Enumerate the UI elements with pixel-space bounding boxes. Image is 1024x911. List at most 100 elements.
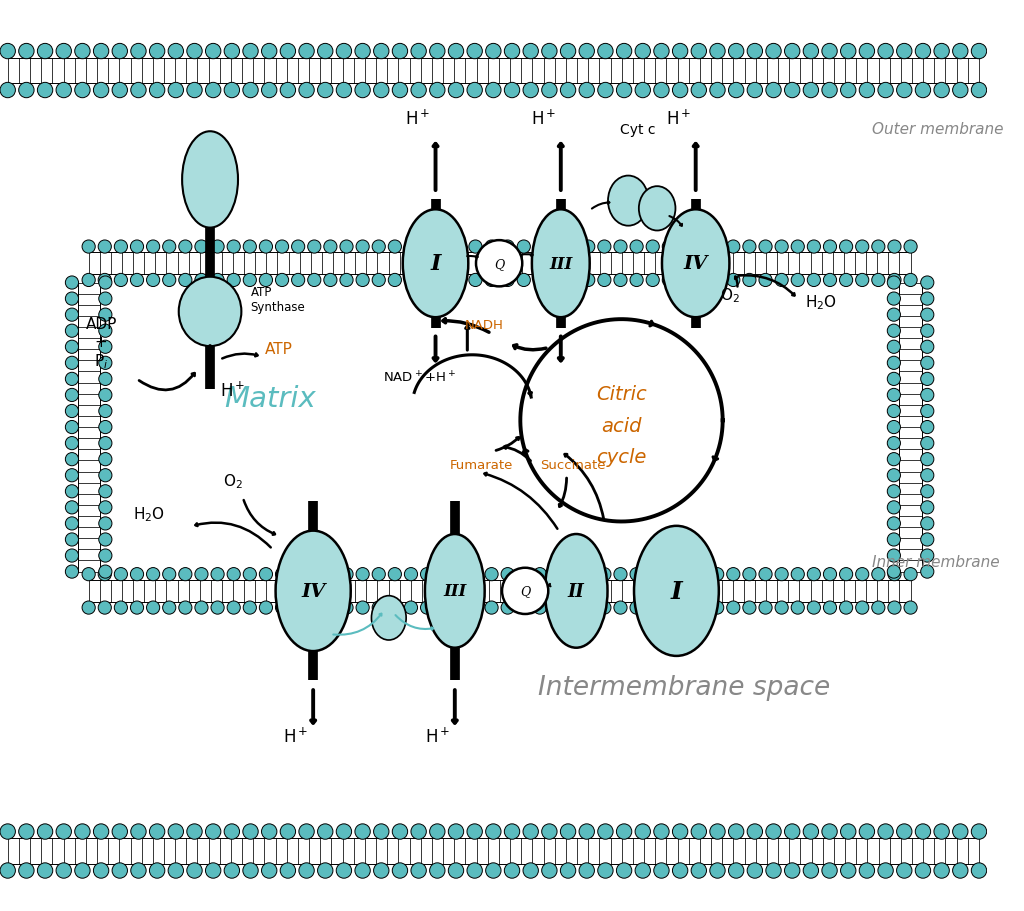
Circle shape bbox=[66, 453, 79, 466]
Circle shape bbox=[523, 863, 539, 878]
Circle shape bbox=[485, 824, 501, 839]
Circle shape bbox=[523, 45, 539, 60]
Ellipse shape bbox=[372, 596, 407, 640]
Circle shape bbox=[292, 601, 305, 615]
Circle shape bbox=[227, 274, 241, 287]
Circle shape bbox=[501, 601, 514, 615]
Text: I: I bbox=[430, 253, 440, 275]
Circle shape bbox=[66, 309, 79, 322]
Circle shape bbox=[430, 824, 445, 839]
Circle shape bbox=[534, 241, 547, 254]
Circle shape bbox=[748, 824, 763, 839]
Circle shape bbox=[694, 274, 708, 287]
Ellipse shape bbox=[531, 210, 590, 318]
Circle shape bbox=[663, 241, 676, 254]
Circle shape bbox=[37, 863, 53, 878]
Circle shape bbox=[505, 45, 520, 60]
Text: H$_2$O: H$_2$O bbox=[133, 505, 165, 524]
Circle shape bbox=[550, 241, 562, 254]
Circle shape bbox=[952, 863, 968, 878]
Circle shape bbox=[742, 568, 756, 581]
Circle shape bbox=[421, 274, 434, 287]
Circle shape bbox=[449, 83, 464, 98]
Circle shape bbox=[18, 863, 34, 878]
Circle shape bbox=[635, 824, 650, 839]
Circle shape bbox=[211, 241, 224, 254]
Circle shape bbox=[792, 601, 804, 615]
Circle shape bbox=[921, 277, 934, 290]
Circle shape bbox=[163, 241, 176, 254]
Circle shape bbox=[582, 274, 595, 287]
Circle shape bbox=[887, 292, 900, 306]
Text: H$^+$: H$^+$ bbox=[283, 727, 308, 746]
Circle shape bbox=[485, 241, 498, 254]
Circle shape bbox=[878, 824, 893, 839]
Circle shape bbox=[355, 83, 371, 98]
Text: ATP
Synthase: ATP Synthase bbox=[251, 285, 305, 313]
Circle shape bbox=[374, 824, 389, 839]
Circle shape bbox=[66, 549, 79, 562]
Circle shape bbox=[374, 45, 389, 60]
Circle shape bbox=[37, 83, 53, 98]
Circle shape bbox=[281, 824, 296, 839]
Circle shape bbox=[436, 274, 450, 287]
Circle shape bbox=[98, 389, 112, 402]
Circle shape bbox=[915, 83, 931, 98]
Circle shape bbox=[281, 863, 296, 878]
Text: I: I bbox=[671, 579, 682, 603]
Circle shape bbox=[921, 357, 934, 370]
Circle shape bbox=[635, 45, 650, 60]
Circle shape bbox=[404, 568, 418, 581]
Circle shape bbox=[517, 274, 530, 287]
Circle shape bbox=[653, 45, 669, 60]
Circle shape bbox=[485, 568, 498, 581]
Circle shape bbox=[243, 83, 258, 98]
Circle shape bbox=[598, 863, 613, 878]
Circle shape bbox=[904, 274, 918, 287]
Circle shape bbox=[485, 45, 501, 60]
Circle shape bbox=[307, 568, 321, 581]
Ellipse shape bbox=[425, 535, 484, 648]
Circle shape bbox=[37, 45, 53, 60]
Circle shape bbox=[275, 601, 289, 615]
Circle shape bbox=[691, 863, 707, 878]
Circle shape bbox=[560, 45, 575, 60]
Circle shape bbox=[421, 601, 434, 615]
Circle shape bbox=[112, 863, 127, 878]
Circle shape bbox=[582, 601, 595, 615]
Circle shape bbox=[146, 568, 160, 581]
Circle shape bbox=[803, 863, 818, 878]
Text: ADP
+
P$_i$: ADP + P$_i$ bbox=[85, 317, 117, 371]
Circle shape bbox=[727, 241, 740, 254]
Circle shape bbox=[550, 601, 562, 615]
Circle shape bbox=[404, 241, 418, 254]
Circle shape bbox=[82, 274, 95, 287]
Circle shape bbox=[856, 601, 868, 615]
Circle shape bbox=[792, 241, 804, 254]
Circle shape bbox=[195, 274, 208, 287]
Circle shape bbox=[878, 45, 893, 60]
Circle shape bbox=[803, 83, 818, 98]
Circle shape bbox=[711, 601, 724, 615]
Circle shape bbox=[224, 83, 240, 98]
Circle shape bbox=[565, 274, 579, 287]
Circle shape bbox=[630, 274, 643, 287]
Circle shape bbox=[803, 45, 818, 60]
Circle shape bbox=[505, 824, 520, 839]
Circle shape bbox=[856, 241, 868, 254]
Circle shape bbox=[98, 357, 112, 370]
Circle shape bbox=[449, 824, 464, 839]
Circle shape bbox=[453, 568, 466, 581]
Circle shape bbox=[887, 469, 900, 482]
Circle shape bbox=[972, 863, 987, 878]
Circle shape bbox=[150, 45, 165, 60]
Circle shape bbox=[766, 83, 781, 98]
Circle shape bbox=[921, 421, 934, 435]
Circle shape bbox=[485, 274, 498, 287]
Circle shape bbox=[694, 241, 708, 254]
Circle shape bbox=[673, 45, 688, 60]
Circle shape bbox=[856, 274, 868, 287]
Circle shape bbox=[244, 568, 256, 581]
Circle shape bbox=[112, 83, 127, 98]
Circle shape bbox=[186, 863, 202, 878]
